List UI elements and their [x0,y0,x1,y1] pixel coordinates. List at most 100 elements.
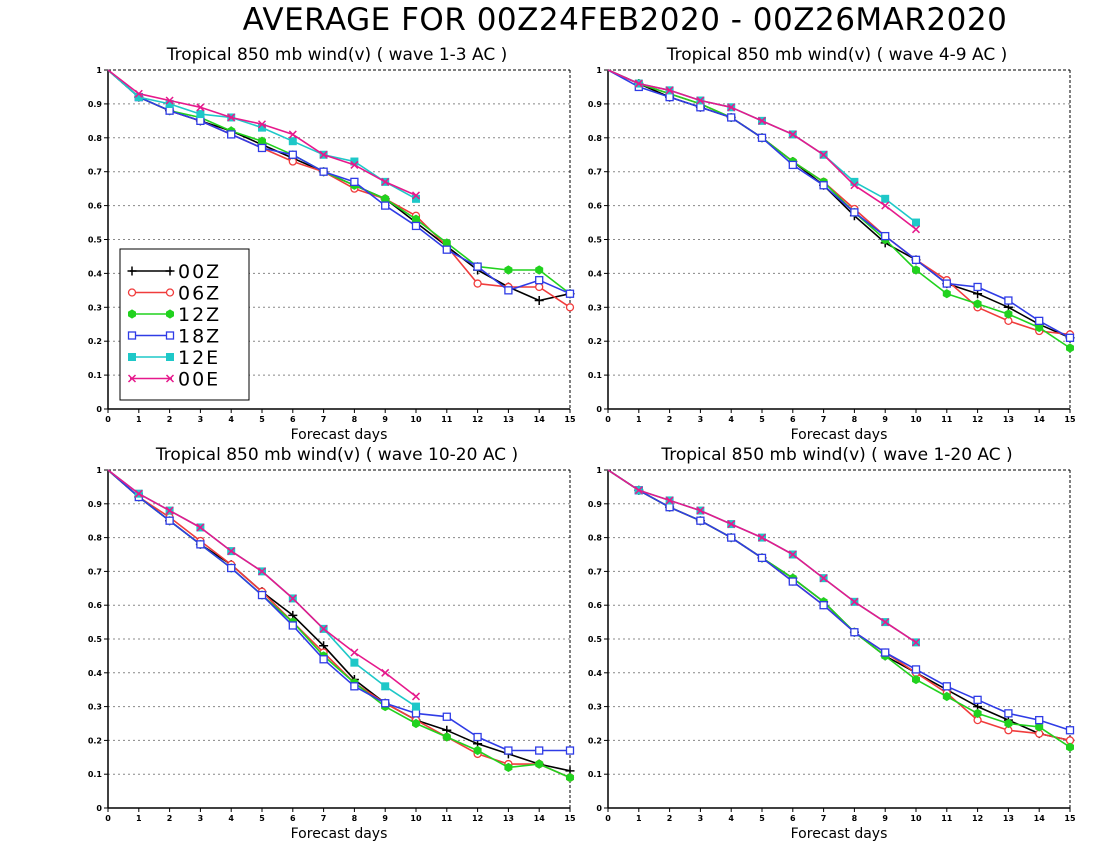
data-point [850,597,859,606]
y-tick-label: 0.8 [88,134,103,143]
data-point [911,638,921,647]
data-point [757,553,767,563]
x-tick-label: 1 [636,814,642,823]
data-point [473,279,482,288]
y-tick-label: 1 [96,466,102,475]
data-point [350,177,359,187]
data-point [727,533,736,542]
data-point [912,265,920,275]
y-tick-label: 0.7 [88,168,102,177]
chart-title: Tropical 850 mb wind(v) ( wave 10-20 AC … [155,445,518,465]
series-18Z [607,69,1075,342]
data-point [227,563,236,573]
y-tick-label: 0.3 [88,703,102,712]
data-point [973,695,982,704]
y-tick-label: 0.5 [88,236,103,245]
legend-marker [165,288,175,297]
x-tick-label: 7 [321,415,327,424]
legend-marker [127,266,137,276]
legend-marker [127,331,137,340]
chart-title: Tropical 850 mb wind(v) ( wave 1-3 AC ) [166,45,508,65]
x-tick-label: 6 [790,814,796,823]
data-point [535,759,544,769]
x-tick-label: 12 [972,415,983,424]
series-00E [607,69,921,234]
series-12E [107,69,420,203]
y-tick-label: 0.5 [588,236,603,245]
data-point [973,708,982,718]
data-point [973,282,982,292]
data-point [881,618,890,627]
series-12Z [607,469,1074,752]
x-tick-label: 7 [821,814,827,823]
data-point [257,590,267,600]
data-point [566,773,574,783]
y-tick-label: 1 [596,466,602,475]
legend-entry: 06Z [127,283,219,305]
y-tick-label: 0.7 [88,567,102,576]
y-tick-label: 0 [96,405,102,414]
data-point [665,496,674,505]
y-tick-label: 0.6 [588,202,603,211]
data-point [850,181,859,190]
x-tick-label: 15 [1064,814,1076,823]
data-point [288,621,297,630]
chart-panel-4: Tropical 850 mb wind(v) ( wave 1-20 AC )… [588,445,1076,842]
x-tick-label: 15 [564,814,576,823]
y-tick-label: 0.1 [88,371,103,380]
series-18Z [107,69,575,298]
data-point [196,523,205,532]
legend-label: 00E [178,369,220,391]
data-point [504,286,513,295]
data-point [196,116,205,125]
x-tick-label: 12 [472,415,483,424]
y-tick-label: 0.9 [88,500,103,509]
x-tick-label: 13 [503,814,514,823]
data-point [1004,709,1013,718]
data-point [757,133,767,142]
y-tick-label: 0.9 [588,100,603,109]
data-point [665,86,674,95]
data-point [727,520,736,529]
data-point [381,682,390,691]
y-tick-label: 0.4 [88,269,103,278]
x-tick-label: 11 [441,814,453,823]
data-point [942,682,951,691]
data-point [911,255,921,264]
series-18Z [607,469,1075,735]
data-point [788,550,797,559]
x-tick-label: 3 [698,814,704,823]
y-tick-label: 0.6 [588,601,603,610]
x-tick-label: 6 [790,415,796,424]
x-tick-label: 2 [667,814,673,823]
y-tick-label: 0.2 [88,736,102,745]
y-tick-label: 0 [96,804,102,813]
data-point [634,79,643,88]
x-tick-label: 10 [410,814,422,823]
data-point [788,160,797,170]
data-point [504,265,513,275]
data-point [696,96,705,105]
y-tick-label: 0.2 [88,337,102,346]
data-point [973,299,982,309]
data-point [411,709,421,718]
data-point [473,732,482,742]
legend-marker [166,309,174,319]
data-point [942,289,951,299]
x-tick-label: 5 [759,415,765,424]
x-axis-label: Forecast days [291,427,388,443]
data-point [911,225,921,234]
y-tick-label: 0.4 [588,269,603,278]
data-point [381,201,390,210]
data-point [1035,316,1044,326]
data-point [1066,343,1074,353]
legend-box [119,248,250,401]
legend-marker [166,353,174,361]
x-tick-label: 1 [136,415,142,424]
data-point [1035,323,1044,333]
y-tick-label: 0.8 [588,534,603,543]
data-point [411,692,421,701]
y-tick-label: 0.1 [588,770,603,779]
y-tick-label: 0.8 [88,534,103,543]
x-tick-label: 9 [382,814,388,823]
